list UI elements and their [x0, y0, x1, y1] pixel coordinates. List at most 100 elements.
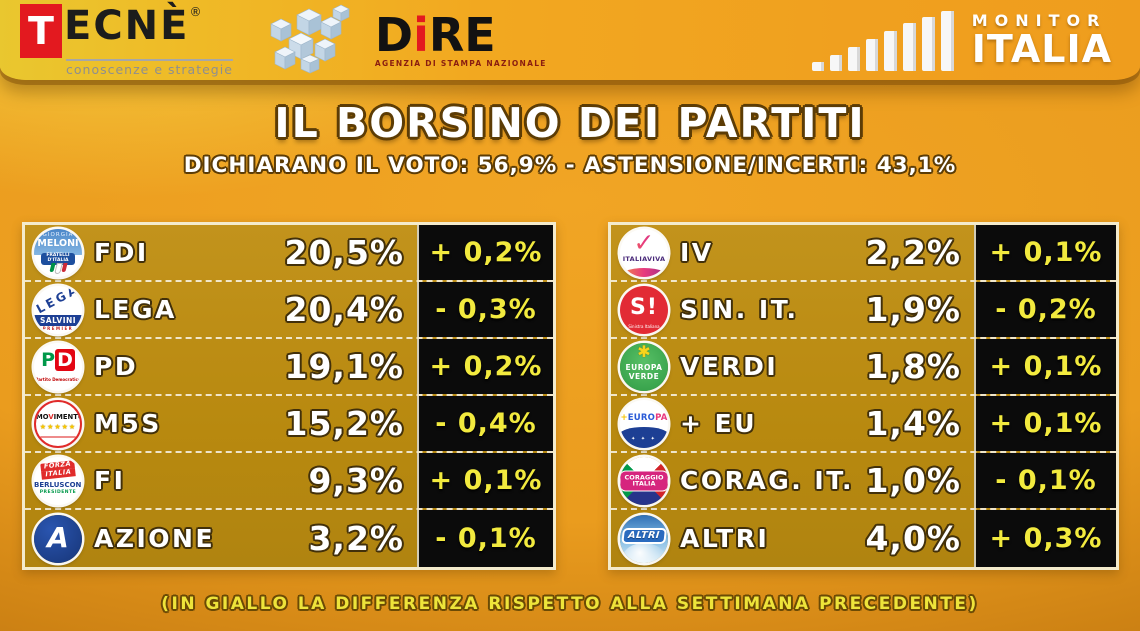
globe-icon — [623, 542, 665, 563]
party-name: CORAG. IT. — [680, 466, 854, 495]
dire-d: D — [374, 8, 414, 63]
footnote: (IN GIALLO LA DIFFERENZA RISPETTO ALLA S… — [161, 594, 979, 614]
dire-re: RE — [428, 8, 496, 63]
party-row-verdi: ✱ EUROPA VERDE VERDI 1,8% + 0,1% — [611, 339, 1116, 396]
eu-stars-icon: ✦ ✦ ✦ — [631, 435, 657, 442]
party-name: LEGA — [94, 295, 177, 324]
iv-logo-text: ITALIAVIVA — [622, 254, 666, 263]
coraggio-line1: CORAGGIO — [624, 473, 664, 481]
coraggio-line2: ITALIA — [632, 479, 656, 488]
tricolor-flame-icon — [48, 262, 68, 274]
party-delta: + 0,1% — [974, 339, 1116, 394]
fdi-logo-text: GIORGIA — [42, 231, 74, 238]
pd-p: P — [41, 348, 56, 371]
lega-logo-icon: LEGA SALVINI PREMIER — [34, 285, 82, 334]
party-share: 3,2% — [308, 519, 404, 558]
party-name: + EU — [680, 409, 758, 438]
tecne-name: ECNÈ — [64, 2, 190, 49]
page-subtitle: DICHIARANO IL VOTO: 56,9% - ASTENSIONE/I… — [183, 153, 957, 178]
m5s-logo-icon: MOVIMENTO ★★★★★ — [34, 399, 82, 448]
bar-chart-icon — [811, 11, 954, 71]
party-row-azione: A AZIONE 3,2% - 0,1% — [25, 510, 553, 567]
m5s-imento: IMENTO — [53, 412, 82, 421]
tecne-logo: T ECNÈ ® conoscenze e strategie — [20, 2, 233, 77]
party-row-fi: FORZA ITALIA BERLUSCONI PRESIDENTE FI 9,3… — [25, 453, 553, 510]
party-share: 1,0% — [865, 461, 961, 500]
party-share: 1,4% — [865, 404, 961, 443]
page-title: IL BORSINO DEI PARTITI — [274, 99, 866, 147]
pd-logo-sub: Partito Democratico — [35, 376, 81, 382]
dire-tagline: AGENZIA DI STAMPA NAZIONALE — [374, 59, 547, 69]
fi-logo-icon: FORZA ITALIA BERLUSCONI PRESIDENTE — [34, 456, 82, 505]
altri-logo-icon: ALTRI — [620, 514, 668, 563]
fdi-logo-icon: GIORGIA MELONI FRATELLI D'ITALIA — [34, 228, 82, 277]
party-row-iv: ✓ ITALIAVIVA IV 2,2% + 0,1% — [611, 225, 1116, 282]
party-row-coraggio-italia: CORAGGIO ITALIA CORAG. IT. 1,0% - 0,1% — [611, 453, 1116, 510]
party-row-lega: LEGA SALVINI PREMIER LEGA 20,4% - 0,3% — [25, 282, 553, 339]
si-mark: S! — [630, 294, 658, 320]
party-name: VERDI — [680, 352, 779, 381]
monitor-italia-logo: MONITOR ITALIA — [971, 10, 1112, 71]
fdi-logo-band: FRATELLI D'ITALIA — [41, 252, 75, 265]
coraggio-italia-logo-icon: CORAGGIO ITALIA — [620, 456, 668, 505]
fi-logo-text: BERLUSCONI — [34, 480, 82, 489]
sinistra-italiana-logo-icon: S! Sinistra Italiana — [620, 285, 668, 334]
party-delta: - 0,1% — [974, 453, 1116, 508]
fi-logo-sub: PRESIDENTE — [39, 489, 77, 495]
party-name: SIN. IT. — [680, 295, 799, 324]
party-share: 20,5% — [284, 233, 404, 272]
monitor-label: MONITOR — [971, 10, 1107, 30]
cubes-icon — [270, 4, 350, 74]
azione-logo-icon: A — [34, 514, 82, 563]
party-name: PD — [94, 352, 139, 381]
header-bar: T ECNÈ ® conoscenze e strategie DiRE AGE… — [0, 0, 1140, 80]
party-name: M5S — [94, 409, 162, 438]
party-share: 2,2% — [865, 233, 961, 272]
iv-logo-arc — [620, 267, 668, 277]
fi-italia: ITALIA — [41, 467, 76, 479]
italia-label: ITALIA — [971, 26, 1112, 71]
party-row-sinistra-italiana: S! Sinistra Italiana SIN. IT. 1,9% - 0,2… — [611, 282, 1116, 339]
party-name: FI — [94, 466, 126, 495]
m5s-mo: MO — [36, 412, 49, 421]
party-share: 1,8% — [865, 347, 961, 386]
lega-logo-band: SALVINI — [34, 315, 82, 326]
party-delta: + 0,1% — [974, 396, 1116, 451]
party-delta: + 0,2% — [417, 339, 553, 394]
coraggio-logo-label: CORAGGIO ITALIA — [620, 470, 668, 491]
party-delta: - 0,2% — [974, 282, 1116, 337]
italia-viva-logo-icon: ✓ ITALIAVIVA — [620, 228, 668, 277]
eu-plus: + — [620, 412, 628, 423]
azione-a: A — [47, 520, 69, 554]
party-share: 9,3% — [308, 461, 404, 500]
tecne-wordmark: T ECNÈ ® — [20, 2, 233, 58]
si-logo-sub: Sinistra Italiana — [628, 323, 660, 329]
lega-logo-text: LEGA — [34, 285, 82, 316]
piu-europa-logo-text: +EUROPA — [620, 412, 668, 423]
verdi-logo-text: VERDE — [628, 371, 660, 381]
tecne-tagline: conoscenze e strategie — [66, 58, 233, 77]
eu-euro: EURO — [627, 412, 656, 423]
party-share: 20,4% — [284, 290, 404, 329]
m5s-v: V — [48, 412, 54, 421]
altri-logo-label: ALTRI — [621, 527, 667, 543]
fi-logo-flag: FORZA ITALIA — [40, 459, 76, 479]
m5s-logo-url-line — [40, 435, 76, 438]
poll-table-left: GIORGIA MELONI FRATELLI D'ITALIA FDI 20,… — [22, 222, 556, 570]
m5s-logo-text: MOVIMENTO — [36, 412, 82, 421]
party-delta: - 0,3% — [417, 282, 553, 337]
pd-d: D — [55, 348, 75, 371]
verdi-logo-text: EUROPA — [625, 362, 663, 372]
eu-wave-icon — [620, 427, 668, 448]
party-name: IV — [680, 238, 714, 267]
piu-europa-logo-icon: +EUROPA ✦ ✦ ✦ — [620, 399, 668, 448]
party-share: 19,1% — [284, 347, 404, 386]
party-name: AZIONE — [94, 524, 216, 553]
party-row-piu-europa: +EUROPA ✦ ✦ ✦ + EU 1,4% + 0,1% — [611, 396, 1116, 453]
sunflower-icon: ✱ — [637, 342, 651, 361]
dire-i: i — [413, 8, 429, 63]
